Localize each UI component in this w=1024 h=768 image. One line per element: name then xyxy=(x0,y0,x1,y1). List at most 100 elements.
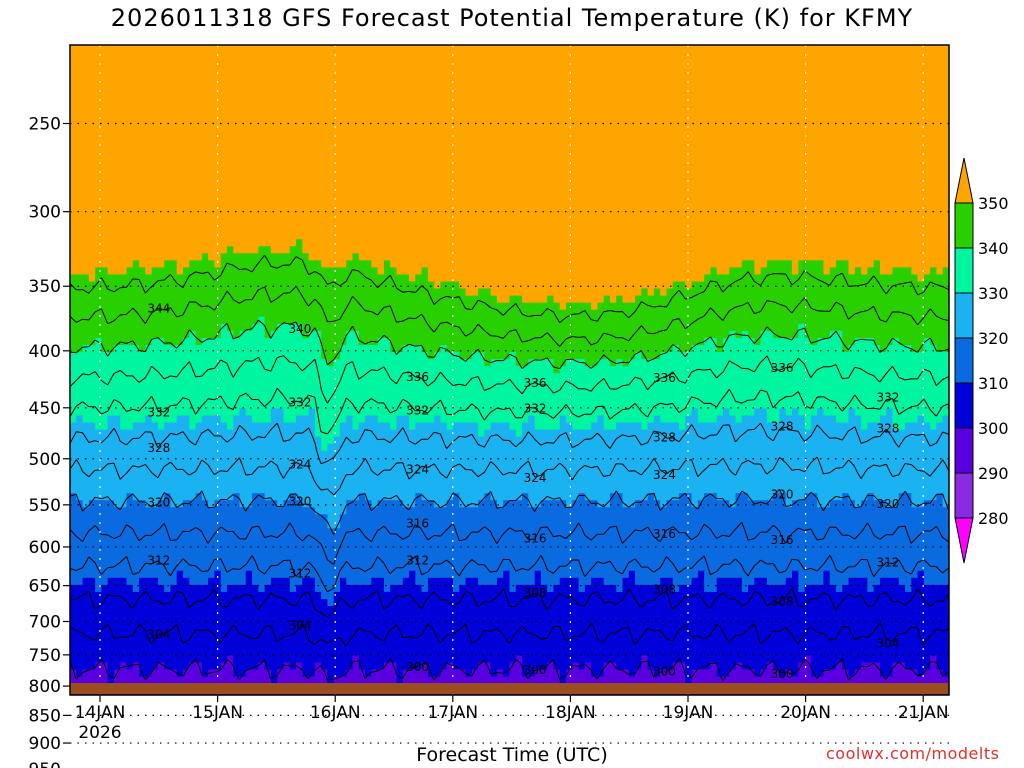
field-cell xyxy=(942,203,949,212)
field-cell xyxy=(685,196,693,205)
field-cell xyxy=(496,274,504,283)
field-cell xyxy=(710,196,718,205)
field-cell xyxy=(176,48,184,57)
field-cell xyxy=(126,253,134,261)
field-cell xyxy=(377,154,385,163)
field-cell xyxy=(139,154,146,163)
field-cell xyxy=(635,246,642,254)
field-cell xyxy=(779,133,787,141)
field-cell xyxy=(226,168,234,177)
field-cell xyxy=(107,274,115,283)
field-cell xyxy=(886,140,894,149)
field-cell xyxy=(427,274,435,283)
field-cell xyxy=(120,45,128,50)
field-cell xyxy=(132,168,140,177)
field-cell xyxy=(553,112,561,120)
field-cell xyxy=(898,91,906,99)
field-cell xyxy=(289,55,297,64)
field-cell xyxy=(785,218,793,226)
field-cell xyxy=(785,55,793,64)
field-cell xyxy=(741,168,749,177)
field-cell xyxy=(810,218,818,226)
field-cell xyxy=(208,253,216,261)
field-cell xyxy=(189,119,197,127)
field-cell xyxy=(917,225,925,233)
field-cell xyxy=(296,253,303,261)
field-cell xyxy=(572,154,580,163)
field-cell xyxy=(396,62,404,71)
field-cell xyxy=(722,232,730,240)
field-cell xyxy=(201,168,209,177)
field-cell xyxy=(534,69,542,78)
field-cell xyxy=(270,182,278,191)
field-cell xyxy=(515,260,523,268)
field-cell xyxy=(829,45,837,50)
field-cell xyxy=(390,239,398,247)
field-cell xyxy=(478,126,485,134)
field-cell xyxy=(70,55,77,64)
field-cell xyxy=(277,196,285,205)
field-cell xyxy=(452,225,460,233)
field-cell xyxy=(534,175,542,184)
field-cell xyxy=(553,76,561,85)
field-cell xyxy=(427,76,435,85)
field-cell xyxy=(792,140,799,149)
field-cell xyxy=(107,189,115,198)
field-cell xyxy=(540,232,548,240)
field-cell xyxy=(95,69,102,78)
field-cell xyxy=(227,35,234,43)
field-cell xyxy=(478,112,485,120)
field-cell xyxy=(773,105,781,113)
field-cell xyxy=(145,218,153,226)
field-cell xyxy=(327,91,335,99)
field-cell xyxy=(371,140,379,149)
field-cell xyxy=(823,105,831,113)
field-cell xyxy=(848,112,856,120)
field-cell xyxy=(748,48,755,57)
field-cell xyxy=(886,62,894,71)
field-cell xyxy=(534,203,542,212)
field-cell xyxy=(383,48,391,57)
field-cell xyxy=(107,48,115,57)
field-cell xyxy=(220,83,228,92)
field-cell xyxy=(308,246,316,254)
field-cell xyxy=(547,218,555,226)
field-cell xyxy=(333,189,341,198)
field-cell xyxy=(88,203,96,212)
field-cell xyxy=(716,168,724,177)
field-cell xyxy=(195,246,203,254)
field-cell xyxy=(609,76,617,85)
field-cell xyxy=(471,267,479,276)
field-cell xyxy=(628,196,636,205)
field-cell xyxy=(666,76,674,85)
field-cell xyxy=(126,182,134,191)
field-cell xyxy=(930,83,938,92)
field-cell xyxy=(478,168,485,177)
field-cell xyxy=(95,218,102,226)
field-cell xyxy=(760,246,768,254)
field-cell xyxy=(321,210,329,219)
field-cell xyxy=(201,55,209,64)
field-cell xyxy=(157,246,165,254)
field-cell xyxy=(704,76,712,85)
field-cell xyxy=(308,126,316,134)
field-cell xyxy=(559,182,567,191)
field-cell xyxy=(490,154,498,163)
field-cell xyxy=(766,253,774,261)
field-cell xyxy=(635,126,642,134)
field-cell xyxy=(540,69,548,78)
field-cell xyxy=(396,260,404,268)
field-cell xyxy=(459,35,466,43)
field-cell xyxy=(308,83,316,92)
field-cell xyxy=(415,126,423,134)
field-cell xyxy=(76,210,84,219)
field-cell xyxy=(352,45,360,50)
field-cell xyxy=(578,119,586,127)
field-cell xyxy=(371,48,379,57)
field-cell xyxy=(760,189,768,198)
field-cell xyxy=(195,55,203,64)
field-cell xyxy=(603,83,611,92)
field-cell xyxy=(804,105,812,113)
field-cell xyxy=(591,210,598,219)
field-cell xyxy=(911,267,919,276)
